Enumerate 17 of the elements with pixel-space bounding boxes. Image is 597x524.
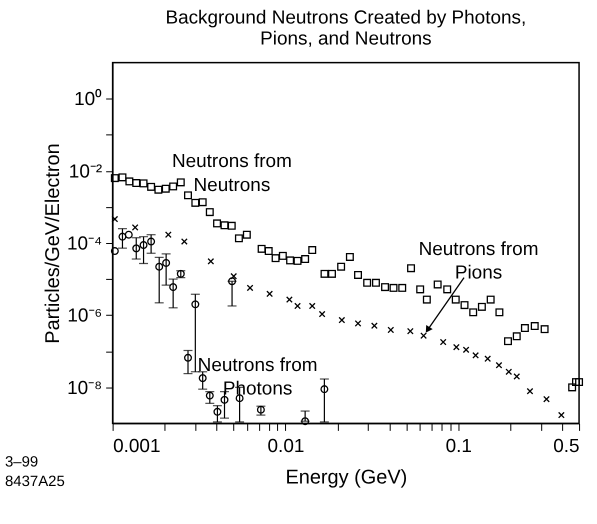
series-label: Neutrons from Neutrons — [172, 150, 292, 196]
y-tick-label: 10⁻⁴ — [66, 233, 102, 254]
x-tick-label: 0.001 — [113, 436, 160, 457]
x-axis-title: Energy (GeV) — [285, 466, 408, 489]
chart-title: Background Neutrons Created by Photons, Pions, and Neutrons — [165, 8, 526, 50]
x-tick-label: 0.5 — [553, 436, 580, 457]
y-axis-title: Particles/GeV/Electron — [42, 143, 64, 344]
text: Neutrons from Pions — [418, 238, 538, 284]
y-tick-label: 10⁻² — [68, 161, 102, 182]
x-tick-label: 0.1 — [446, 436, 472, 457]
y-tick-label: 10⁻⁸ — [67, 378, 102, 399]
text: 8437A25 — [4, 473, 65, 490]
series-label: Neutrons from Photons — [198, 354, 318, 400]
y-tick-label: 10⁰ — [74, 88, 102, 110]
x-tick-label: 0.01 — [268, 436, 304, 457]
text: 3–99 — [4, 453, 38, 470]
y-tick-label: 10⁻⁶ — [67, 306, 102, 327]
